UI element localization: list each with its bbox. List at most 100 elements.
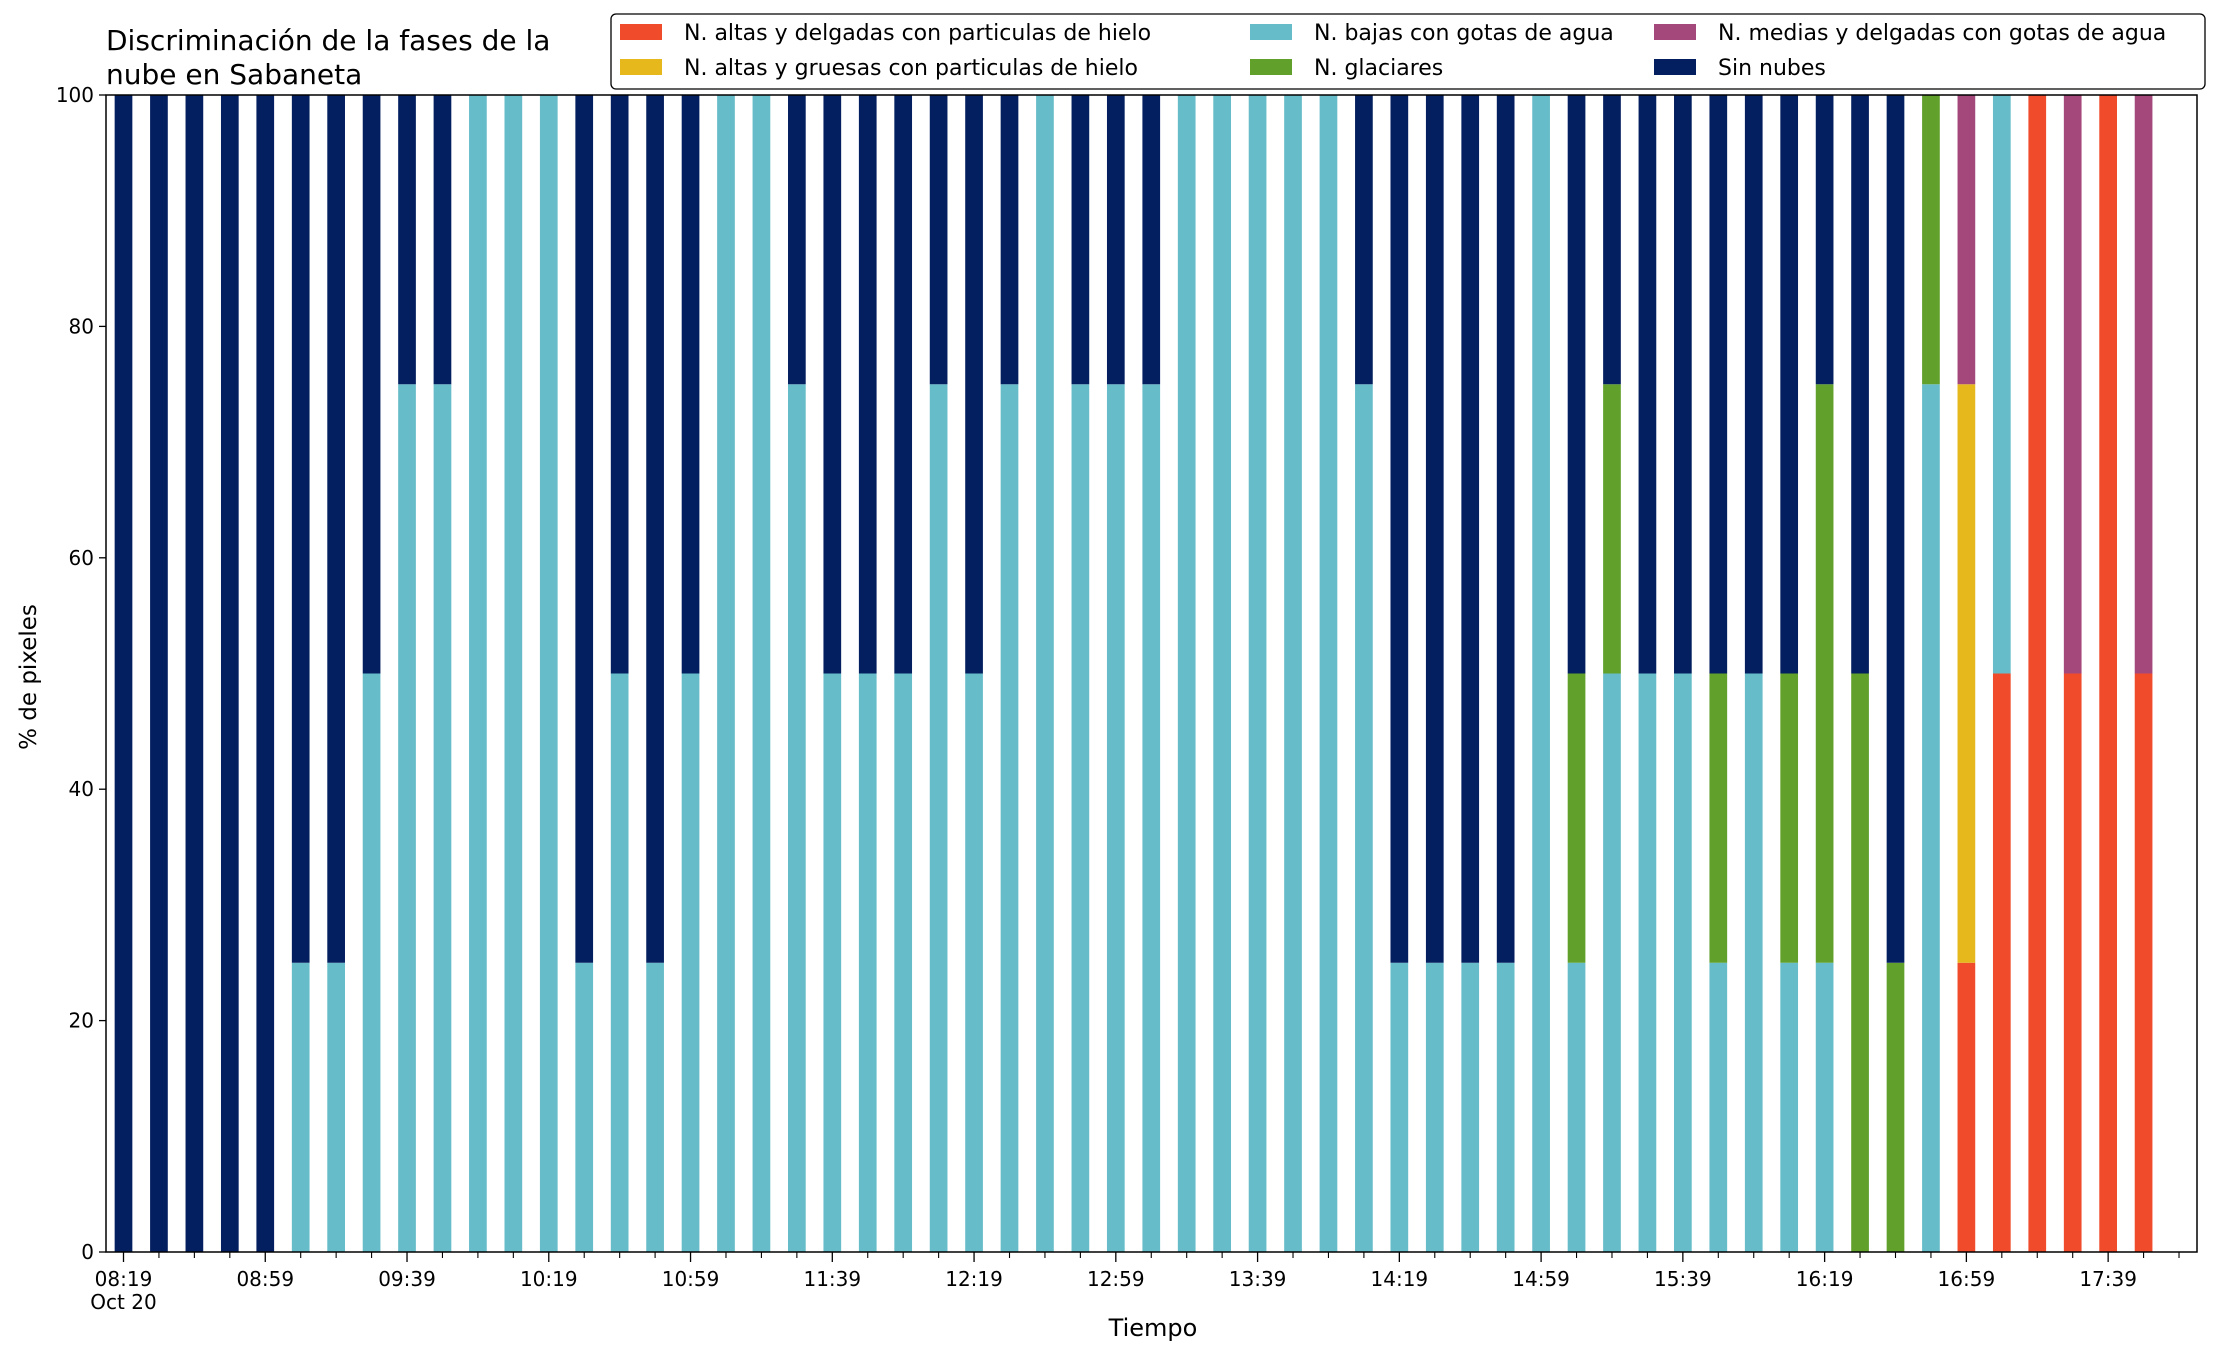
bar-segment-sin_nubes bbox=[1142, 95, 1161, 385]
bar-segment-medias_delgadas bbox=[2063, 95, 2082, 674]
bar-segment-sin_nubes bbox=[1390, 95, 1409, 963]
bar-segment-sin_nubes bbox=[362, 95, 381, 674]
bar-segment-bajas_agua bbox=[1992, 95, 2011, 674]
bar-segment-bajas_agua bbox=[788, 384, 806, 1252]
bar-segment-sin_nubes bbox=[1603, 95, 1621, 385]
legend-swatch-medias_delgadas bbox=[1654, 24, 1696, 40]
legend-swatch-bajas_agua bbox=[1250, 24, 1292, 40]
bar-segment-bajas_agua bbox=[1744, 673, 1763, 1252]
bar-segment-glaciares bbox=[1886, 962, 1905, 1252]
bar-segment-sin_nubes bbox=[1744, 95, 1763, 674]
bar-segment-sin_nubes bbox=[1496, 95, 1515, 963]
legend-box bbox=[610, 13, 2206, 90]
bar-segment-bajas_agua bbox=[1248, 95, 1267, 1252]
bar-segment-sin_nubes bbox=[327, 95, 345, 963]
legend-label-sin_nubes: Sin nubes bbox=[1718, 56, 1826, 81]
bar-segment-bajas_agua bbox=[752, 95, 771, 1252]
bar-segment-sin_nubes bbox=[1355, 95, 1373, 385]
chart-title-line-1: Discriminación de la fases de la bbox=[106, 24, 550, 57]
bar-segment-bajas_agua bbox=[646, 962, 664, 1252]
bar-segment-sin_nubes bbox=[788, 95, 806, 385]
bar-segment-sin_nubes bbox=[1000, 95, 1019, 385]
bar-segment-medias_delgadas bbox=[2134, 95, 2153, 674]
y-tick-label: 40 bbox=[69, 777, 94, 801]
bar-segment-sin_nubes bbox=[646, 95, 664, 963]
y-axis-label: % de pixeles bbox=[16, 604, 42, 750]
legend-swatch-altas_gruesas bbox=[620, 59, 662, 75]
bar-segment-sin_nubes bbox=[610, 95, 629, 674]
legend-label-altas_delgadas: N. altas y delgadas con particulas de hi… bbox=[684, 21, 1151, 46]
bar-segment-bajas_agua bbox=[1603, 673, 1621, 1252]
bar-segment-sin_nubes bbox=[1780, 95, 1799, 674]
x-tick-label: 10:59 bbox=[662, 1267, 720, 1291]
x-tick-label: 08:19 bbox=[95, 1267, 153, 1291]
bar-segment-bajas_agua bbox=[894, 673, 913, 1252]
legend-swatch-glaciares bbox=[1250, 59, 1292, 75]
x-tick-label: 14:59 bbox=[1512, 1267, 1570, 1291]
x-tick-label: 09:39 bbox=[378, 1267, 436, 1291]
bar-segment-bajas_agua bbox=[362, 673, 381, 1252]
bar-segment-bajas_agua bbox=[929, 384, 948, 1252]
bar-segment-bajas_agua bbox=[1496, 962, 1515, 1252]
bar-segment-bajas_agua bbox=[1106, 384, 1125, 1252]
bar-segment-sin_nubes bbox=[114, 95, 133, 1252]
bar-segment-sin_nubes bbox=[1106, 95, 1125, 385]
x-tick-sublabel: Oct 20 bbox=[90, 1290, 156, 1314]
bar-segment-bajas_agua bbox=[858, 673, 877, 1252]
bar-segment-glaciares bbox=[1815, 384, 1834, 963]
x-tick-label: 16:59 bbox=[1938, 1267, 1996, 1291]
bar-segment-sin_nubes bbox=[256, 95, 275, 1252]
bar-segment-bajas_agua bbox=[1425, 962, 1444, 1252]
y-tick-label: 100 bbox=[56, 83, 94, 107]
bar-segment-bajas_agua bbox=[1922, 384, 1940, 1252]
bar-segment-sin_nubes bbox=[220, 95, 239, 1252]
bar-segment-bajas_agua bbox=[433, 384, 452, 1252]
bar-segment-sin_nubes bbox=[1567, 95, 1586, 674]
legend-label-bajas_agua: N. bajas con gotas de agua bbox=[1314, 21, 1614, 46]
bar-segment-sin_nubes bbox=[575, 95, 594, 963]
bar-segment-glaciares bbox=[1851, 673, 1869, 1252]
bar-segment-bajas_agua bbox=[469, 95, 487, 1252]
y-tick-label: 60 bbox=[69, 546, 94, 570]
bar-segment-sin_nubes bbox=[1886, 95, 1905, 963]
bar-segment-bajas_agua bbox=[575, 962, 594, 1252]
bar-segment-bajas_agua bbox=[1567, 962, 1586, 1252]
axes-layer: 0 20 40 60 80 100 08:19 08:59 09:39 10:19 10:59 11:… bbox=[56, 83, 2198, 1314]
bar-segment-bajas_agua bbox=[610, 673, 629, 1252]
x-tick-label: 17:39 bbox=[2079, 1267, 2137, 1291]
bar-segment-sin_nubes bbox=[185, 95, 204, 1252]
bar-segment-sin_nubes bbox=[398, 95, 416, 385]
bar-segment-sin_nubes bbox=[1815, 95, 1834, 385]
bar-segment-sin_nubes bbox=[1709, 95, 1728, 674]
x-tick-label: 10:19 bbox=[520, 1267, 578, 1291]
bar-segment-glaciares bbox=[1922, 95, 1940, 385]
bar-segment-sin_nubes bbox=[894, 95, 913, 674]
legend-swatch-sin_nubes bbox=[1654, 59, 1696, 75]
bar-segment-sin_nubes bbox=[1674, 95, 1692, 674]
bar-segment-bajas_agua bbox=[1780, 962, 1799, 1252]
bar-segment-bajas_agua bbox=[327, 962, 345, 1252]
x-tick-label: 13:39 bbox=[1229, 1267, 1287, 1291]
bar-segment-glaciares bbox=[1603, 384, 1621, 674]
bar-segment-bajas_agua bbox=[1390, 962, 1409, 1252]
bar-segment-bajas_agua bbox=[539, 95, 558, 1252]
x-tick-label: 15:39 bbox=[1654, 1267, 1712, 1291]
y-tick-label: 80 bbox=[69, 314, 94, 338]
bar-segment-sin_nubes bbox=[1851, 95, 1869, 674]
bar-segment-bajas_agua bbox=[504, 95, 523, 1252]
bar-segment-sin_nubes bbox=[1461, 95, 1480, 963]
bar-segment-bajas_agua bbox=[1142, 384, 1161, 1252]
bar-segment-bajas_agua bbox=[291, 962, 310, 1252]
y-tick-label: 20 bbox=[69, 1009, 94, 1033]
bar-segment-sin_nubes bbox=[433, 95, 452, 385]
bar-segment-altas_delgadas bbox=[2134, 673, 2153, 1252]
bar-segment-altas_delgadas bbox=[2028, 95, 2047, 1252]
x-tick-label: 16:19 bbox=[1796, 1267, 1854, 1291]
bar-segment-bajas_agua bbox=[1036, 95, 1054, 1252]
bar-segment-bajas_agua bbox=[1638, 673, 1657, 1252]
bar-segment-bajas_agua bbox=[1532, 95, 1550, 1252]
bar-segment-sin_nubes bbox=[965, 95, 983, 674]
bar-segment-bajas_agua bbox=[681, 673, 700, 1252]
